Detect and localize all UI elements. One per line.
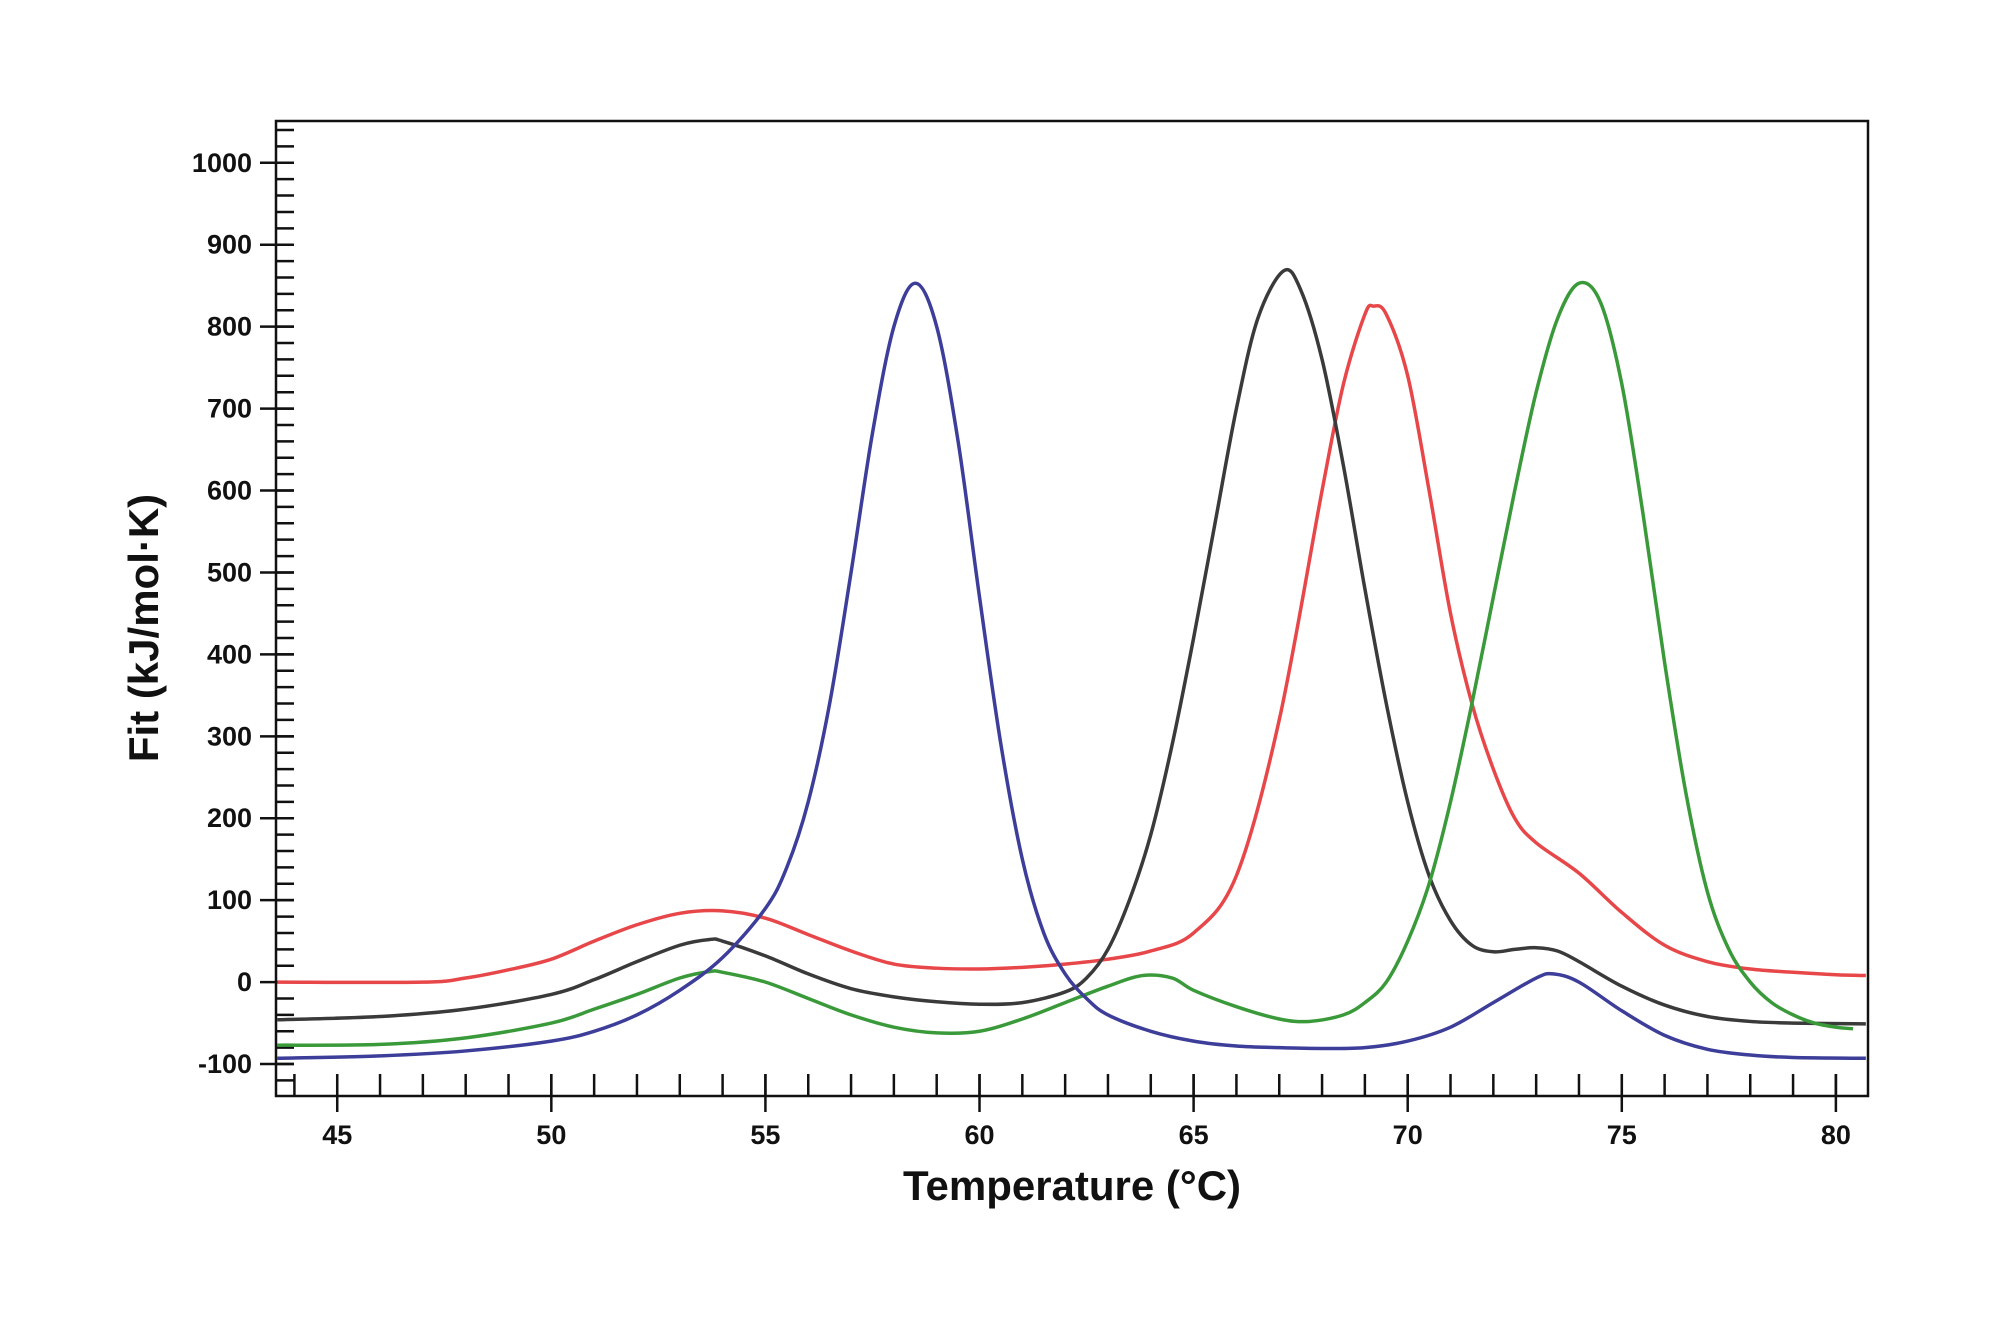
y-tick-label: -100 bbox=[198, 1049, 252, 1079]
series-line-3 bbox=[277, 280, 1854, 1047]
x-axis-title: Temperature (°C) bbox=[903, 1162, 1241, 1209]
x-tick-label: 45 bbox=[322, 1120, 352, 1150]
y-tick-label: 700 bbox=[207, 394, 252, 424]
y-tick-label: 300 bbox=[207, 721, 252, 751]
y-tick-label: 100 bbox=[207, 885, 252, 915]
series-line-4 bbox=[277, 281, 1866, 1061]
y-tick-label: 200 bbox=[207, 803, 252, 833]
x-tick-label: 70 bbox=[1393, 1120, 1423, 1150]
x-tick-label: 50 bbox=[536, 1120, 566, 1150]
y-tick-label: 800 bbox=[207, 312, 252, 342]
series-group bbox=[277, 268, 1866, 1061]
x-tick-label: 75 bbox=[1607, 1120, 1637, 1150]
y-axis-title: Fit (kJ/mol·K) bbox=[120, 494, 167, 762]
y-tick-label: 0 bbox=[237, 967, 252, 997]
y-tick-label: 600 bbox=[207, 476, 252, 506]
x-tick-label: 65 bbox=[1179, 1120, 1209, 1150]
plot-frame bbox=[274, 119, 1870, 1098]
x-tick-label: 60 bbox=[964, 1120, 994, 1150]
axis-ticks bbox=[260, 128, 1838, 1112]
y-tick-label: 1000 bbox=[192, 148, 252, 178]
y-tick-label: 500 bbox=[207, 557, 252, 587]
x-tick-label: 55 bbox=[750, 1120, 780, 1150]
y-tick-label: 900 bbox=[207, 230, 252, 260]
series-line-2 bbox=[277, 268, 1866, 1026]
series-line-1 bbox=[277, 303, 1866, 985]
y-tick-label: 400 bbox=[207, 639, 252, 669]
tick-labels: -100 0 100 200 300 400 500 600 700 800 900 1000 45 50… bbox=[192, 148, 1851, 1150]
x-tick-label: 80 bbox=[1821, 1120, 1851, 1150]
